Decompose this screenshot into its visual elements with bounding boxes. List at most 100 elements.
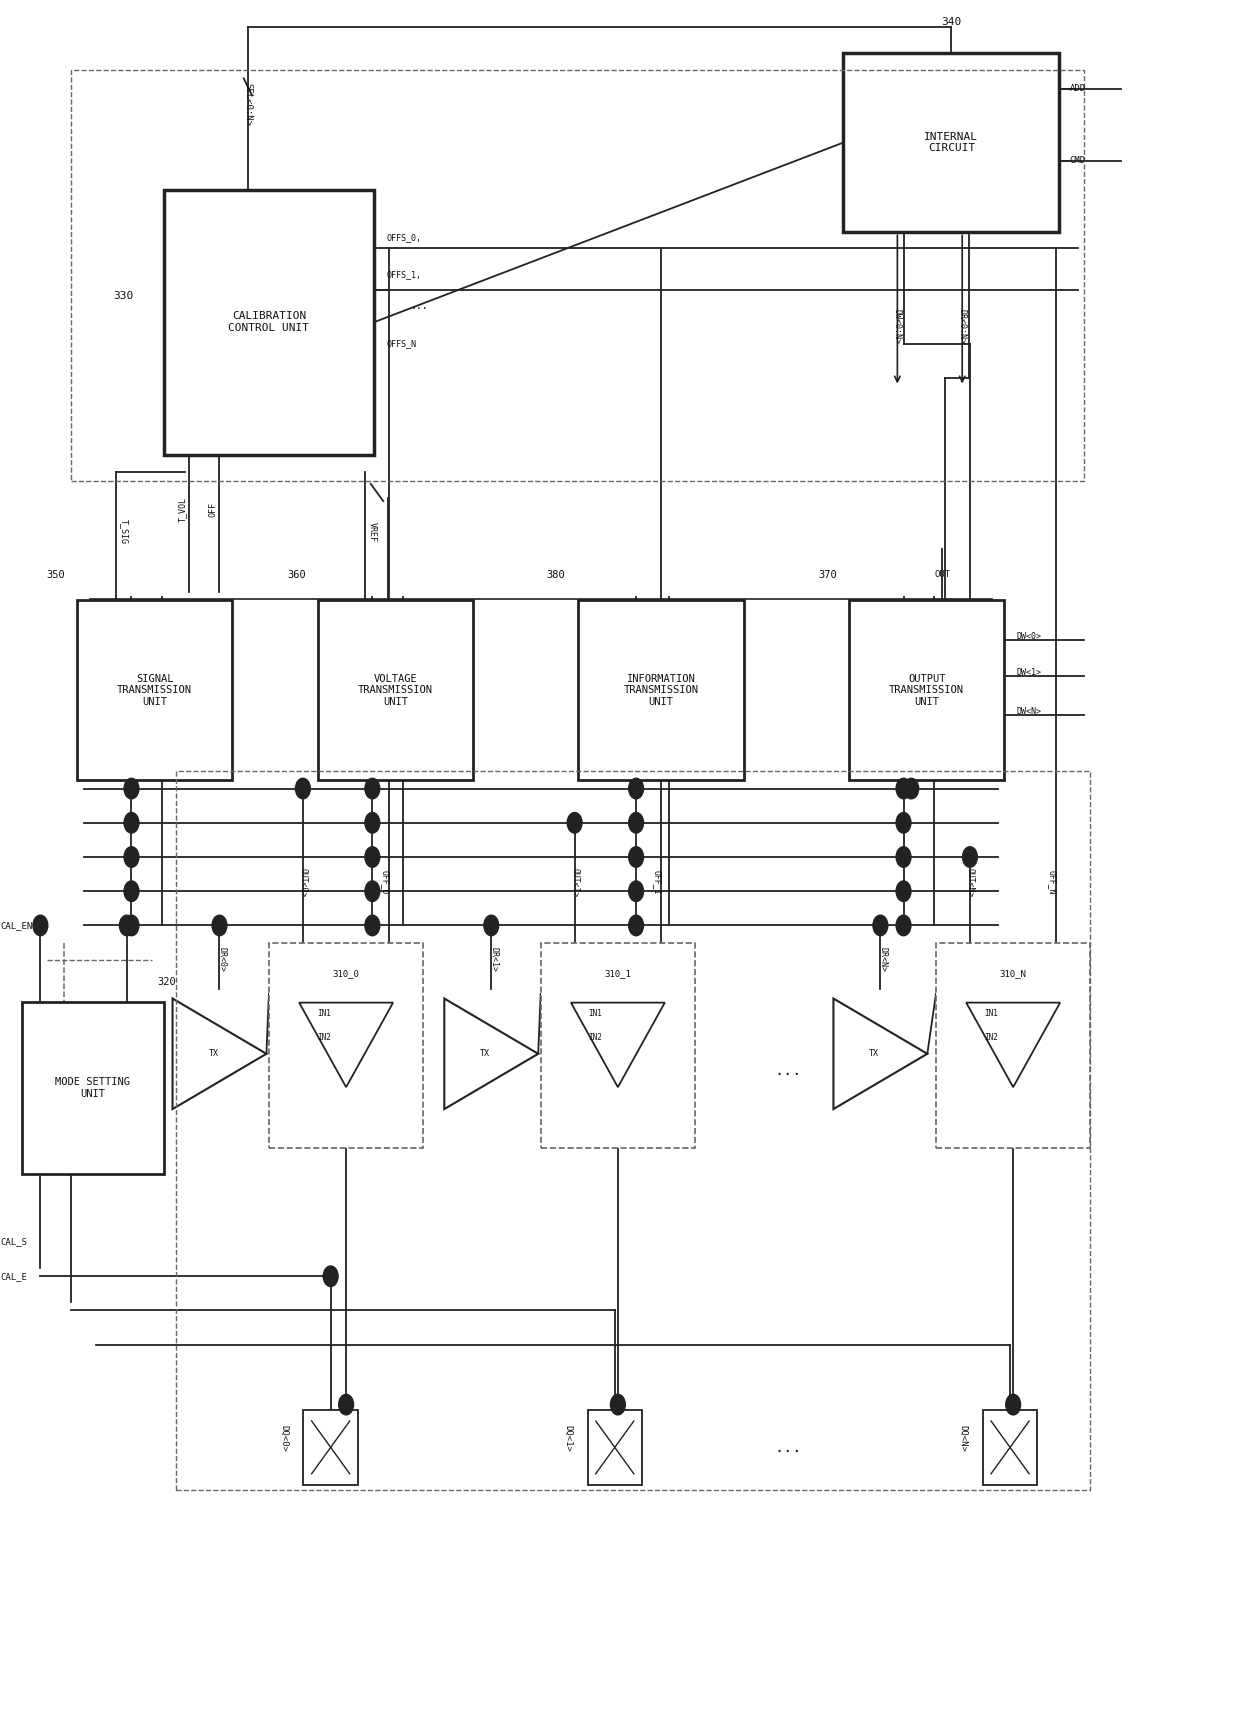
Text: SEL<0:N>: SEL<0:N> (243, 82, 253, 125)
Text: VOLTAGE
TRANSMISSION
UNIT: VOLTAGE TRANSMISSION UNIT (358, 674, 433, 706)
Text: 310_N: 310_N (999, 968, 1027, 979)
Text: SIGNAL
TRANSMISSION
UNIT: SIGNAL TRANSMISSION UNIT (117, 674, 192, 706)
Circle shape (897, 881, 911, 902)
Text: OFF_N: OFF_N (1048, 871, 1056, 895)
Text: OUT<0>: OUT<0> (299, 867, 308, 898)
Text: 340: 340 (941, 17, 961, 27)
Text: 350: 350 (46, 569, 64, 579)
Circle shape (365, 847, 379, 867)
Text: MODE SETTING
UNIT: MODE SETTING UNIT (56, 1076, 130, 1099)
Text: DQ<0>: DQ<0> (279, 1426, 288, 1452)
Polygon shape (444, 999, 538, 1109)
Circle shape (904, 778, 919, 799)
Text: IN1: IN1 (317, 1010, 331, 1018)
Polygon shape (299, 1003, 393, 1087)
Circle shape (365, 812, 379, 833)
Bar (164, 190, 374, 454)
Bar (843, 53, 1059, 233)
Text: DW<N>: DW<N> (1017, 708, 1042, 716)
Text: DR<1>: DR<1> (490, 948, 498, 972)
Circle shape (610, 1393, 625, 1414)
Text: 380: 380 (547, 569, 565, 579)
Circle shape (365, 778, 379, 799)
Circle shape (629, 847, 644, 867)
Bar (176, 771, 1090, 1489)
Text: DW<0>: DW<0> (1017, 632, 1042, 641)
Circle shape (365, 881, 379, 902)
Circle shape (897, 778, 911, 799)
Circle shape (897, 915, 911, 936)
Circle shape (629, 915, 644, 936)
Bar (22, 1003, 164, 1174)
Circle shape (962, 847, 977, 867)
Bar (541, 943, 696, 1148)
Bar (578, 600, 744, 780)
Circle shape (339, 1393, 353, 1414)
Text: OUT<N>: OUT<N> (966, 867, 975, 898)
Text: OUTPUT
TRANSMISSION
UNIT: OUTPUT TRANSMISSION UNIT (889, 674, 965, 706)
Polygon shape (172, 999, 267, 1109)
Circle shape (629, 778, 644, 799)
Circle shape (212, 915, 227, 936)
Text: IN1: IN1 (985, 1010, 998, 1018)
Text: TX: TX (208, 1049, 218, 1058)
Circle shape (295, 778, 310, 799)
Bar (983, 1409, 1037, 1484)
Circle shape (629, 812, 644, 833)
Circle shape (124, 812, 139, 833)
Circle shape (567, 812, 582, 833)
Text: INFORMATION
TRANSMISSION
UNIT: INFORMATION TRANSMISSION UNIT (624, 674, 698, 706)
Bar (936, 943, 1090, 1148)
Text: OFF_0: OFF_0 (381, 871, 389, 895)
Text: OFFS_1,: OFFS_1, (386, 271, 422, 279)
Text: DR<N>: DR<N> (878, 948, 888, 972)
Circle shape (324, 1267, 339, 1287)
Circle shape (119, 915, 134, 936)
Text: 320: 320 (157, 977, 176, 987)
Text: IN2: IN2 (985, 1034, 998, 1042)
Polygon shape (833, 999, 928, 1109)
Circle shape (365, 915, 379, 936)
Text: T_VOL: T_VOL (177, 497, 187, 523)
Text: ADD: ADD (1069, 84, 1085, 93)
Text: DW<0:N>: DW<0:N> (893, 309, 901, 345)
Text: DQ<N>: DQ<N> (959, 1426, 967, 1452)
Bar (304, 1409, 358, 1484)
Text: CAL_EN: CAL_EN (1, 920, 33, 931)
Circle shape (897, 847, 911, 867)
Text: INTERNAL
CIRCUIT: INTERNAL CIRCUIT (924, 132, 978, 153)
Circle shape (873, 915, 888, 936)
Bar (269, 943, 423, 1148)
Text: T_SIG: T_SIG (119, 519, 128, 545)
Text: CMD: CMD (1069, 156, 1085, 165)
Text: 330: 330 (113, 291, 133, 300)
Text: CALIBRATION
CONTROL UNIT: CALIBRATION CONTROL UNIT (228, 312, 310, 333)
Text: OFF_1: OFF_1 (652, 871, 661, 895)
Text: ...: ... (774, 1063, 801, 1078)
Text: OUT<1>: OUT<1> (570, 867, 579, 898)
Text: OUT: OUT (934, 571, 950, 579)
Text: 360: 360 (288, 569, 306, 579)
Text: VREF: VREF (368, 521, 377, 542)
Bar (77, 600, 232, 780)
Text: 370: 370 (818, 569, 837, 579)
Text: OFFS_N: OFFS_N (386, 339, 417, 348)
Text: 310_0: 310_0 (332, 968, 360, 979)
Text: OFFS_0,: OFFS_0, (386, 233, 422, 242)
Polygon shape (966, 1003, 1060, 1087)
Circle shape (124, 881, 139, 902)
Circle shape (484, 915, 498, 936)
Text: DR<0>: DR<0> (217, 948, 227, 972)
Text: IN2: IN2 (317, 1034, 331, 1042)
Text: DQ<1>: DQ<1> (563, 1426, 573, 1452)
Circle shape (629, 881, 644, 902)
Circle shape (124, 778, 139, 799)
Text: IN2: IN2 (589, 1034, 603, 1042)
Bar (849, 600, 1004, 780)
Bar (319, 600, 472, 780)
Circle shape (33, 915, 48, 936)
Text: OFF: OFF (208, 502, 218, 518)
Polygon shape (570, 1003, 665, 1087)
Text: TX: TX (480, 1049, 490, 1058)
Bar (588, 1409, 642, 1484)
